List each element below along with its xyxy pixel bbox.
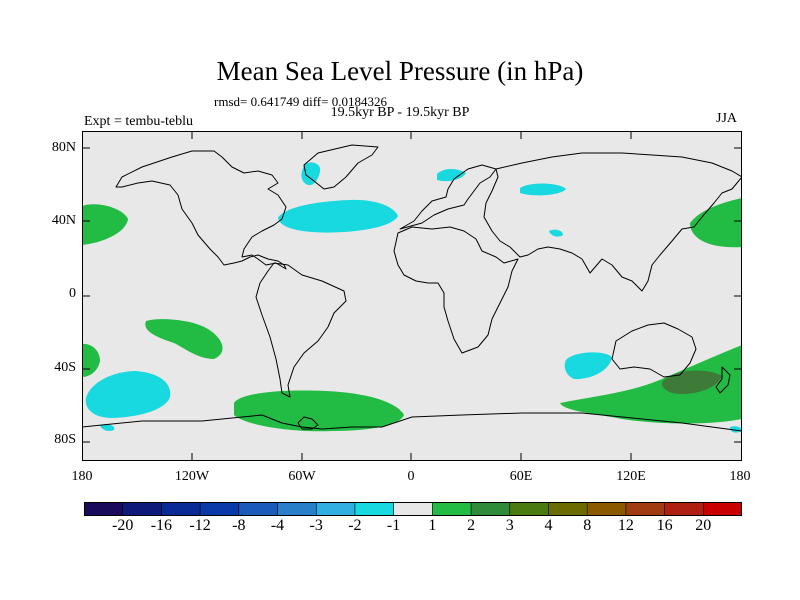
lon-label-120e: 120E bbox=[616, 469, 646, 484]
season-label: JJA bbox=[716, 111, 738, 126]
colorbar-cell bbox=[625, 502, 666, 516]
colorbar-cell bbox=[664, 502, 705, 516]
lon-label-60w: 60W bbox=[288, 469, 316, 484]
colorbar-cell bbox=[122, 502, 163, 516]
northeast-pacific-positive-anomaly bbox=[82, 204, 128, 245]
colorbar-label: -4 bbox=[270, 517, 285, 534]
antarctic-peninsula-coast bbox=[297, 416, 319, 430]
colorbar-cell bbox=[702, 502, 742, 516]
colorbar-cell bbox=[161, 502, 201, 516]
north-atlantic-negative-anomaly bbox=[278, 199, 398, 233]
colorbar-cell bbox=[354, 502, 395, 516]
colorbar-label: 3 bbox=[505, 517, 514, 534]
colorbar-label: -8 bbox=[232, 517, 246, 534]
colorbar-label: 12 bbox=[617, 517, 634, 534]
axis-ticks bbox=[82, 131, 742, 461]
lon-label-180e: 180 bbox=[729, 469, 751, 484]
colorbar-cell bbox=[509, 502, 550, 516]
colorbar-frame bbox=[84, 502, 742, 516]
lat-label-80s: 80S bbox=[54, 432, 76, 447]
lon-label-180w: 180 bbox=[71, 469, 93, 484]
positive-anomaly-regions bbox=[82, 198, 742, 461]
south-america-coast bbox=[255, 262, 347, 398]
colorbar-cell bbox=[84, 502, 124, 516]
greenland-negative-anomaly bbox=[301, 162, 321, 186]
colorbar-cell bbox=[548, 502, 588, 516]
map-plot bbox=[82, 131, 742, 461]
new-zealand-coast bbox=[715, 366, 731, 394]
greenland-coast bbox=[303, 144, 379, 190]
eurasia-coast bbox=[483, 152, 742, 292]
chart-title: Mean Sea Level Pressure (in hPa) bbox=[216, 56, 584, 86]
australia-coast bbox=[611, 322, 697, 378]
colorbar-label: 2 bbox=[467, 517, 476, 534]
colorbar-label: 1 bbox=[428, 517, 437, 534]
colorbar-cell bbox=[393, 502, 434, 516]
colorbar-label: 16 bbox=[656, 517, 673, 534]
colorbar-cell bbox=[470, 502, 511, 516]
southeast-pacific-positive-anomaly bbox=[145, 319, 223, 359]
negative-anomaly-regions bbox=[85, 162, 742, 433]
lat-label-0: 0 bbox=[69, 286, 76, 301]
colorbar-cell bbox=[199, 502, 240, 516]
indian-ocean-negative-anomaly bbox=[564, 352, 612, 380]
asia-small-negative-anomaly bbox=[549, 229, 563, 237]
northwest-pacific-positive-anomaly bbox=[690, 198, 742, 248]
coastlines bbox=[82, 144, 742, 432]
colorbar-label: -16 bbox=[150, 517, 173, 534]
south-pacific-small-negative-anomaly bbox=[100, 424, 115, 431]
lat-label-40s: 40S bbox=[54, 360, 76, 375]
experiment-label: Expt = tembu-teblu bbox=[84, 114, 193, 129]
colorbar bbox=[84, 502, 742, 516]
lon-label-60e: 60E bbox=[509, 469, 533, 484]
central-asia-negative-anomaly bbox=[520, 183, 566, 196]
south-of-australia-strong-positive-anomaly bbox=[661, 370, 722, 395]
southern-ocean-australia-positive-anomaly bbox=[560, 345, 742, 424]
colorbar-label: 8 bbox=[583, 517, 592, 534]
colorbar-label: -3 bbox=[309, 517, 323, 534]
south-pacific-negative-anomaly bbox=[85, 371, 171, 418]
colorbar-label: 4 bbox=[544, 517, 553, 534]
period-subtitle: 19.5kyr BP - 19.5kyr BP bbox=[330, 105, 470, 120]
colorbar-cell bbox=[315, 502, 356, 516]
lon-label-120w: 120W bbox=[174, 469, 210, 484]
colorbar-label: 20 bbox=[695, 517, 712, 534]
lat-label-40n: 40N bbox=[51, 213, 76, 228]
lat-label-80n: 80N bbox=[51, 140, 76, 155]
north-america-coast bbox=[115, 150, 287, 270]
colorbar-cell bbox=[432, 502, 472, 516]
rmsd-diff-stats: rmsd= 0.641749 diff= 0.0184326 bbox=[214, 94, 387, 109]
colorbar-label: -2 bbox=[348, 517, 362, 534]
colorbar-label: -1 bbox=[386, 517, 401, 534]
colorbar-cell bbox=[277, 502, 318, 516]
colorbar-label: -12 bbox=[189, 517, 211, 534]
scandinavia-negative-anomaly bbox=[437, 169, 466, 182]
colorbar-label: -20 bbox=[112, 517, 134, 534]
colorbar-cell bbox=[238, 502, 279, 516]
colorbar-cell bbox=[586, 502, 627, 516]
antarctica-coast bbox=[82, 412, 742, 432]
lon-label-0: 0 bbox=[407, 469, 415, 484]
africa-coast bbox=[393, 226, 519, 354]
